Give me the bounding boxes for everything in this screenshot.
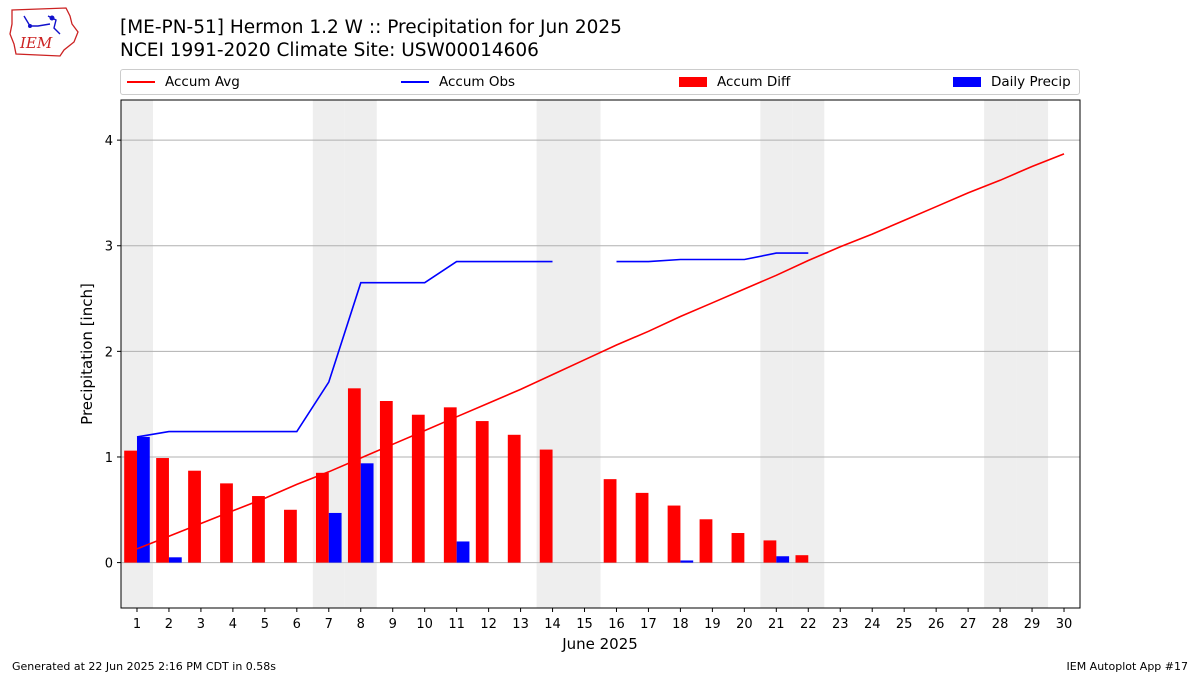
bar-accum-diff [124, 450, 137, 563]
bar-accum-diff [220, 483, 233, 563]
legend-item-accum-obs: Accum Obs [401, 70, 515, 94]
x-tick-label: 12 [480, 617, 497, 632]
x-tick-label: 3 [197, 617, 205, 632]
bar-daily-precip [168, 557, 182, 563]
legend-swatch [953, 77, 981, 87]
bar-accum-diff [763, 540, 777, 563]
bar-accum-diff [284, 509, 297, 563]
legend-swatch [679, 77, 707, 87]
legend-label: Daily Precip [991, 74, 1071, 90]
legend-label: Accum Diff [717, 74, 791, 90]
x-axis-label: June 2025 [561, 635, 638, 653]
x-tick-label: 16 [608, 617, 625, 632]
bar-accum-diff [347, 388, 361, 563]
bar-daily-precip [328, 512, 342, 563]
x-tick-label: 18 [672, 617, 689, 632]
weekend-shade [760, 100, 793, 608]
bar-accum-diff [188, 470, 201, 563]
iem-logo: IEM [9, 7, 79, 57]
y-tick-label: 0 [105, 557, 113, 572]
x-tick-label: 17 [640, 617, 657, 632]
y-tick-label: 1 [105, 451, 113, 466]
bar-accum-diff [667, 505, 681, 563]
x-tick-label: 5 [261, 617, 269, 632]
x-tick-label: 21 [768, 617, 785, 632]
x-tick-label: 13 [512, 617, 529, 632]
bar-accum-diff [315, 472, 329, 563]
legend-label: Accum Avg [165, 74, 240, 90]
x-tick-label: 30 [1056, 617, 1073, 632]
bar-accum-diff [635, 492, 649, 563]
x-tick-label: 7 [325, 617, 333, 632]
x-tick-label: 6 [293, 617, 301, 632]
x-tick-label: 4 [229, 617, 237, 632]
legend-item-accum-avg: Accum Avg [127, 70, 240, 94]
y-tick-label: 4 [105, 134, 113, 149]
bar-accum-diff [475, 421, 489, 563]
line-accum-obs [136, 260, 553, 438]
plot-frame [120, 99, 1081, 609]
x-tick-label: 1 [133, 617, 141, 632]
bar-accum-diff [795, 555, 809, 563]
bar-accum-diff [507, 434, 521, 563]
x-tick-label: 24 [864, 617, 881, 632]
footer-generated: Generated at 22 Jun 2025 2:16 PM CDT in … [12, 660, 277, 673]
x-tick-label: 29 [1024, 617, 1041, 632]
bar-accum-diff [603, 479, 617, 563]
legend-swatch [401, 81, 429, 83]
x-tick-label: 14 [544, 617, 561, 632]
weekend-shade [1016, 100, 1049, 608]
legend-label: Accum Obs [439, 74, 516, 90]
legend: Accum Avg Accum Obs Accum Diff Daily Pre… [120, 69, 1080, 95]
bar-accum-diff [156, 458, 169, 563]
x-tick-label: 23 [832, 617, 849, 632]
logo-text: IEM [19, 34, 53, 52]
bar-daily-precip [456, 541, 470, 563]
weekend-shade [792, 100, 825, 608]
x-tick-label: 8 [357, 617, 365, 632]
bar-accum-diff [699, 519, 713, 563]
bar-daily-precip [136, 436, 150, 563]
bar-accum-diff [252, 496, 265, 563]
x-tick-label: 27 [960, 617, 977, 632]
chart-title: [ME-PN-51] Hermon 1.2 W :: Precipitation… [120, 17, 622, 38]
legend-item-daily-precip: Daily Precip [953, 70, 1071, 94]
y-axis-label: Precipitation [inch] [78, 283, 96, 425]
bar-accum-diff [731, 533, 745, 563]
y-tick-label: 2 [105, 345, 113, 360]
legend-item-accum-diff: Accum Diff [679, 70, 790, 94]
x-tick-label: 9 [389, 617, 397, 632]
footer-app: IEM Autoplot App #17 [1066, 660, 1189, 673]
bar-accum-diff [379, 400, 393, 563]
bar-accum-diff [539, 449, 553, 563]
line-accum-avg [136, 153, 1065, 550]
x-tick-label: 26 [928, 617, 945, 632]
bar-accum-diff [411, 414, 425, 563]
x-tick-label: 28 [992, 617, 1009, 632]
bar-accum-diff [443, 407, 457, 563]
x-tick-label: 2 [165, 617, 173, 632]
x-tick-label: 22 [800, 617, 817, 632]
bar-daily-precip [680, 560, 694, 563]
x-tick-label: 10 [416, 617, 433, 632]
legend-swatch [127, 81, 155, 83]
line-accum-obs [616, 252, 809, 263]
x-tick-label: 15 [576, 617, 593, 632]
y-tick-label: 3 [105, 240, 113, 255]
bar-daily-precip [360, 463, 374, 563]
x-tick-label: 20 [736, 617, 753, 632]
chart-subtitle: NCEI 1991-2020 Climate Site: USW00014606 [120, 40, 539, 61]
bar-daily-precip [776, 556, 790, 563]
x-tick-label: 11 [448, 617, 465, 632]
x-tick-label: 19 [704, 617, 721, 632]
x-tick-label: 25 [896, 617, 913, 632]
